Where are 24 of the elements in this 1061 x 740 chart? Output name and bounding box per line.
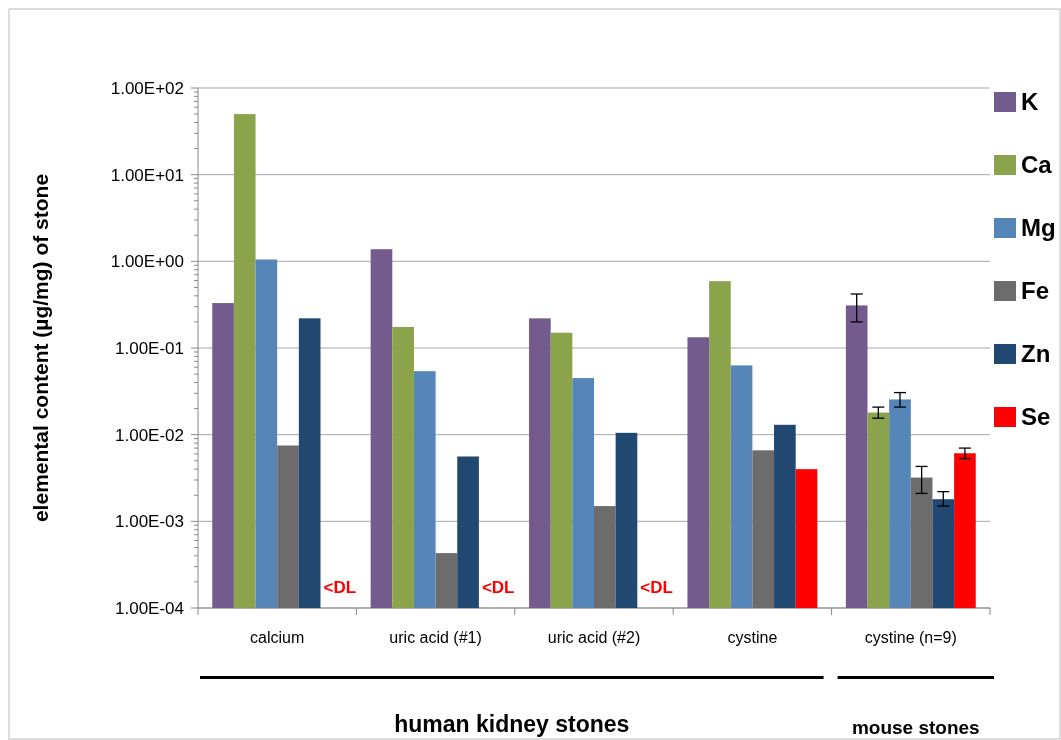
- y-tick-label: 1.00E-02: [115, 425, 184, 445]
- y-tick-label: 1.00E+01: [110, 165, 184, 185]
- x-tick-label: uric acid (#1): [389, 629, 482, 646]
- x-tick-label: uric acid (#2): [547, 629, 641, 646]
- text: human kidney stones: [394, 711, 630, 737]
- y-axis-title: elemental content (µg/mg) of stone: [29, 173, 52, 523]
- x-tick-label: cystine: [727, 629, 778, 646]
- annotation: <DL: [481, 577, 515, 597]
- annotation: <DL: [640, 577, 673, 597]
- legend-label: Se: [1021, 403, 1051, 431]
- legend-label: Mg: [1021, 214, 1056, 242]
- legend-label: Ca: [1021, 151, 1053, 179]
- y-tick-label: 1.00E+00: [110, 252, 184, 272]
- annotation: <DL: [323, 577, 357, 597]
- y-tick-label: 1.00E+02: [110, 78, 184, 98]
- x-tick-label: calcium: [250, 629, 305, 646]
- text: mouse stones: [851, 717, 980, 738]
- y-tick-label: 1.00E-03: [115, 512, 184, 532]
- legend-label: Zn: [1021, 340, 1051, 368]
- legend-label: K: [1021, 88, 1039, 116]
- y-tick-label: 1.00E-04: [115, 598, 184, 618]
- legend-label: Fe: [1021, 277, 1050, 305]
- x-tick-label: cystine (n=9): [864, 629, 957, 646]
- y-tick-label: 1.00E-01: [115, 338, 184, 358]
